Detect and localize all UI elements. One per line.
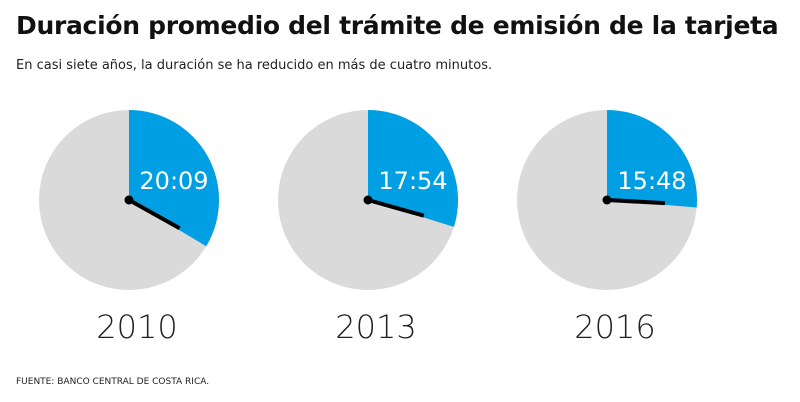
data-label: 15:48: [617, 167, 686, 195]
pie-wedge: [607, 110, 698, 208]
chart-title: Duración promedio del trámite de emisión…: [16, 11, 779, 40]
clock-hand: [606, 198, 666, 206]
data-label: 17:54: [378, 167, 447, 195]
year-label: 2013: [335, 308, 416, 346]
source-note: FUENTE: BANCO CENTRAL DE COSTA RICA.: [16, 377, 210, 387]
year-label: 2010: [96, 308, 177, 346]
pie-wedge: [368, 110, 458, 227]
clock-hub: [602, 195, 612, 205]
clock-hand: [128, 198, 181, 231]
clock-hub: [124, 195, 134, 205]
year-label: 2016: [574, 308, 655, 346]
clock-hub: [363, 195, 373, 205]
clock-hand: [367, 198, 425, 218]
chart-subtitle: En casi siete años, la duración se ha re…: [16, 58, 493, 73]
data-label: 20:09: [139, 167, 208, 195]
